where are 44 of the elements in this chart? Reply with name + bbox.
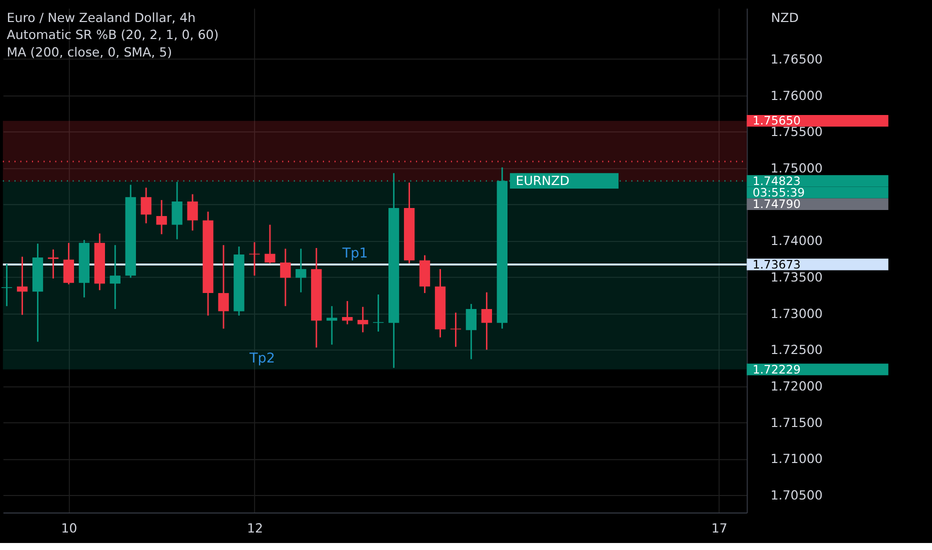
candlestick [264, 224, 276, 264]
y-tick-label: 1.76000 [770, 88, 823, 103]
y-tick-label: 1.73500 [770, 269, 823, 284]
annotation: MA (200, close, 0, SMA, 5) [6, 44, 172, 60]
y-tick-label: 1.70500 [770, 487, 823, 502]
candlestick [48, 248, 59, 280]
x-tick-label: 17 [711, 520, 728, 536]
chart-title: Euro / New Zealand Dollar, 4h [6, 10, 196, 25]
y-tick-label: 1.72000 [770, 378, 823, 394]
y-axis-title: NZD [771, 10, 799, 25]
candlestick [280, 248, 291, 307]
candlestick [481, 292, 492, 350]
y-tick-label: 1.72500 [770, 342, 823, 358]
text: 1.74790 [752, 197, 801, 212]
y-tick-label: 1.71000 [770, 451, 823, 466]
y-tick-label: 1.76500 [770, 51, 823, 66]
candlestick [358, 306, 368, 334]
x-tick-label: 12 [246, 520, 263, 536]
candlestick [450, 312, 462, 348]
annotation: EURNZD [516, 172, 570, 188]
candlestick [16, 256, 28, 316]
candlestick [156, 199, 167, 235]
annotation: Automatic SR %B (20, 2, 1, 0, 60) [6, 27, 219, 42]
text: 03:55:39 [752, 185, 805, 200]
x-tick-label: 10 [61, 520, 78, 536]
candlestick [342, 300, 353, 326]
band-label: 1.72229 [752, 362, 801, 376]
y-tick-label: 1.71500 [770, 414, 823, 430]
candlestick [466, 303, 477, 360]
candlestick [63, 242, 74, 286]
candlestick [187, 193, 198, 232]
candlestick [372, 294, 384, 332]
candlestick [110, 244, 120, 310]
candlestick [140, 186, 152, 224]
y-tick-label: 1.75000 [770, 160, 823, 176]
ref-line-label: 1.73673 [752, 257, 801, 272]
candlestick [296, 248, 306, 294]
candlestick [1, 263, 12, 307]
candlestick [218, 244, 229, 330]
y-tick-label: 1.73000 [770, 306, 823, 321]
annotation: Tp1 [341, 246, 368, 262]
y-tick-label: 1.74000 [770, 233, 823, 248]
annotation: Tp2 [248, 350, 275, 367]
ref-line-label: 1.74823 [752, 174, 801, 188]
